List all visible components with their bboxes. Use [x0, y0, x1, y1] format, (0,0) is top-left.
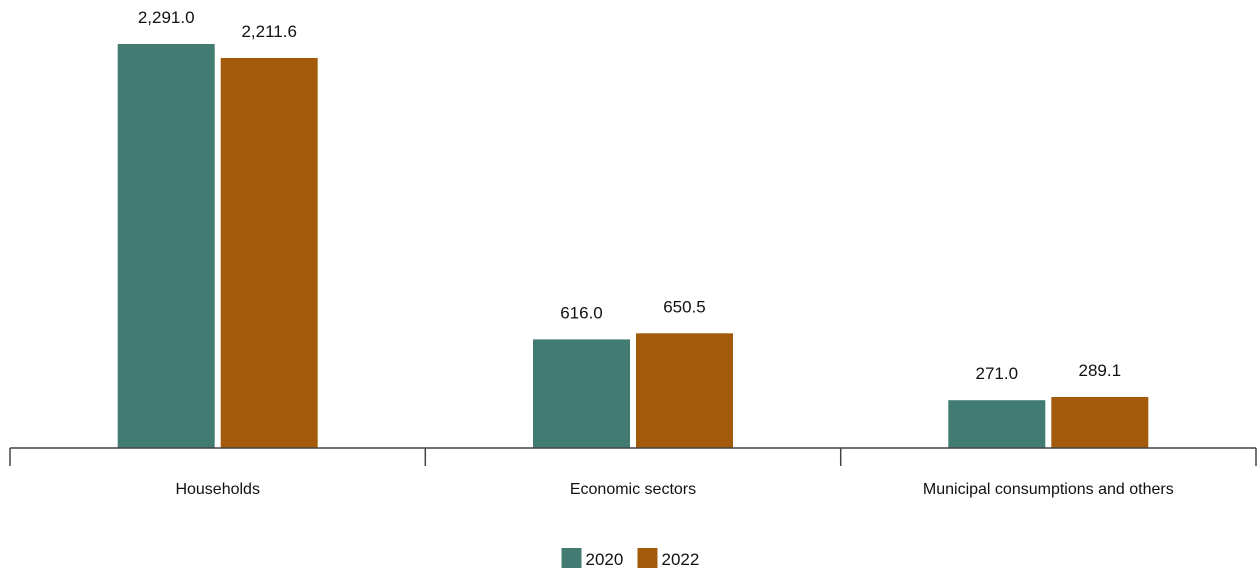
data-label-2020-1: 2,291.0	[138, 8, 195, 27]
bar-2020-2	[533, 339, 630, 448]
legend-swatch-2020	[561, 548, 582, 568]
legend-label-2020: 2020	[586, 550, 624, 569]
data-label-2022-1: 2,211.6	[241, 22, 296, 41]
bar-2022-3	[1051, 397, 1149, 448]
data-label-2020-3: 271.0	[976, 364, 1019, 383]
category-label-2: Economic sectors	[570, 481, 696, 498]
category-label-1: Households	[175, 481, 260, 498]
legend-swatch-2022	[637, 548, 658, 568]
bar-2020-1	[117, 44, 215, 448]
category-label-3: Municipal consumptions and others	[923, 481, 1174, 498]
data-label-2022-3: 289.1	[1079, 361, 1122, 380]
value-labels-layer: 2,291.0 2,211.6 616.0 650.5 271.0 289.1	[138, 8, 1121, 383]
bar-2020-3	[948, 400, 1046, 448]
bar-2022-1	[220, 58, 318, 448]
x-axis	[9, 447, 1257, 466]
category-labels-layer: Households Economic sectors Municipal cons…	[175, 481, 1173, 498]
bars-layer	[117, 44, 1149, 448]
data-label-2022-2: 650.5	[663, 297, 706, 316]
legend: 2020 2022	[561, 548, 700, 569]
legend-label-2022: 2022	[662, 550, 700, 569]
data-label-2020-2: 616.0	[560, 303, 603, 322]
bar-2022-2	[636, 333, 733, 448]
